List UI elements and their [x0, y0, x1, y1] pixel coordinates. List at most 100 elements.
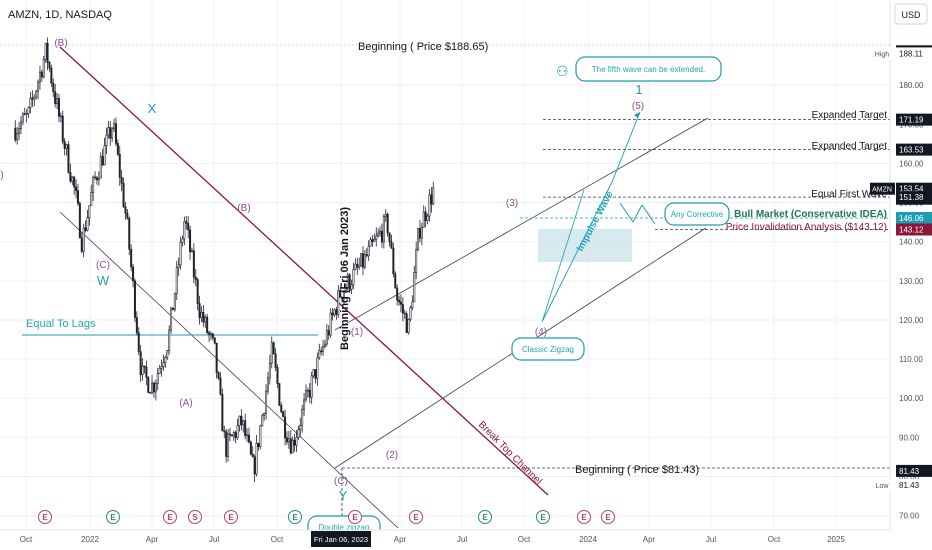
candle-body	[430, 194, 433, 205]
y-tick-label: 180.00	[899, 81, 924, 90]
candle-body	[181, 238, 184, 243]
candle-body	[103, 145, 106, 166]
candle-body	[94, 176, 97, 179]
candle-body	[170, 307, 173, 331]
candle-body	[411, 301, 414, 308]
x-tick-label: Jul	[706, 535, 716, 544]
candle-body	[367, 245, 370, 257]
candle-body	[242, 420, 245, 425]
candle-body	[341, 296, 344, 299]
candle-body	[316, 357, 319, 379]
candle-body	[221, 393, 224, 432]
candle-body	[320, 350, 323, 353]
candle-body	[95, 177, 98, 181]
candle-body	[217, 372, 220, 379]
candle-body	[377, 232, 380, 237]
candle-body	[82, 227, 85, 252]
candle-body	[244, 420, 247, 436]
candle-body	[168, 329, 171, 351]
candle-body	[54, 91, 57, 104]
currency-button[interactable]	[894, 3, 928, 25]
candle-body	[97, 177, 100, 181]
candle-body	[37, 81, 40, 92]
price-tag-side	[870, 47, 895, 60]
level-label: Beginning ( Price $188.65)	[358, 41, 488, 53]
x-tick-label: Apr	[146, 535, 159, 544]
candle-body	[327, 330, 330, 336]
candle-body	[358, 265, 361, 268]
wave-label: (1)	[351, 327, 363, 338]
candle-body	[139, 351, 142, 376]
candle-body	[164, 357, 167, 363]
price-tag-side-label: Low	[876, 483, 890, 490]
candle-body	[369, 239, 372, 247]
candle-body	[84, 227, 87, 231]
candle-body	[375, 235, 378, 240]
candle-body	[303, 399, 306, 410]
y-tick-label: 140.00	[899, 238, 924, 247]
event-marker	[601, 510, 615, 524]
candle-body	[352, 269, 355, 286]
wave-label: Y	[339, 488, 348, 503]
wave-label: (5)	[632, 101, 644, 112]
candle-body	[314, 369, 317, 379]
price-tag-label: 81.43	[899, 467, 920, 476]
candle-body	[403, 312, 406, 315]
price-tag-label: 188.11	[899, 49, 923, 58]
candle-body	[190, 250, 193, 253]
corrective-zig-2	[632, 204, 643, 223]
candle-body	[38, 71, 41, 83]
candle-body	[232, 432, 235, 437]
candle-body	[346, 274, 349, 288]
event-marker	[224, 510, 238, 524]
candle-body	[432, 187, 435, 205]
support-zone	[538, 229, 632, 262]
candle-body	[99, 156, 102, 179]
candle-body	[19, 121, 22, 130]
candle-body	[137, 332, 140, 352]
x-tick-label: Oct	[518, 535, 531, 544]
y-tick-label: 120.00	[899, 316, 924, 325]
candle-body	[200, 312, 203, 318]
candle-body	[166, 350, 169, 358]
candle-body	[293, 439, 296, 446]
event-marker	[163, 510, 177, 524]
candle-body	[219, 377, 222, 395]
candle-body	[196, 279, 199, 304]
candle-body	[301, 408, 304, 426]
candle-body	[130, 248, 133, 268]
candle-body	[371, 239, 374, 242]
candle-body	[227, 433, 230, 457]
price-tag-label: 171.19	[899, 116, 924, 125]
candle-body	[209, 333, 212, 335]
candle-body	[247, 434, 250, 443]
candle-body	[253, 456, 256, 475]
candle-body	[297, 429, 300, 438]
candle-body	[23, 113, 26, 115]
candle-body	[101, 156, 104, 166]
x-tick-label: Apr	[643, 535, 656, 544]
candle-body	[147, 376, 150, 393]
level-label: Beginning ( Price $81.43)	[575, 464, 699, 476]
candle-body	[18, 128, 21, 134]
candle-body	[154, 383, 157, 393]
candle-body	[179, 241, 182, 266]
wave-label: (A)	[179, 398, 192, 409]
wave-label: (2)	[386, 450, 398, 461]
impulse-arrowhead	[634, 112, 640, 118]
price-tag	[896, 191, 932, 204]
y-tick-label: 110.00	[899, 355, 923, 364]
candle-body	[407, 318, 410, 334]
candle-body	[44, 42, 47, 60]
candle-body	[278, 383, 281, 406]
equal-to-lags-label: Equal To Lags	[26, 318, 96, 330]
candle-body	[46, 42, 49, 63]
candle-body	[40, 71, 43, 78]
candle-body	[29, 97, 32, 108]
candle-body	[80, 237, 83, 252]
candle-body	[69, 171, 72, 182]
candle-body	[257, 442, 260, 447]
price-tag	[896, 47, 932, 60]
event-marker-label: S	[192, 513, 198, 522]
